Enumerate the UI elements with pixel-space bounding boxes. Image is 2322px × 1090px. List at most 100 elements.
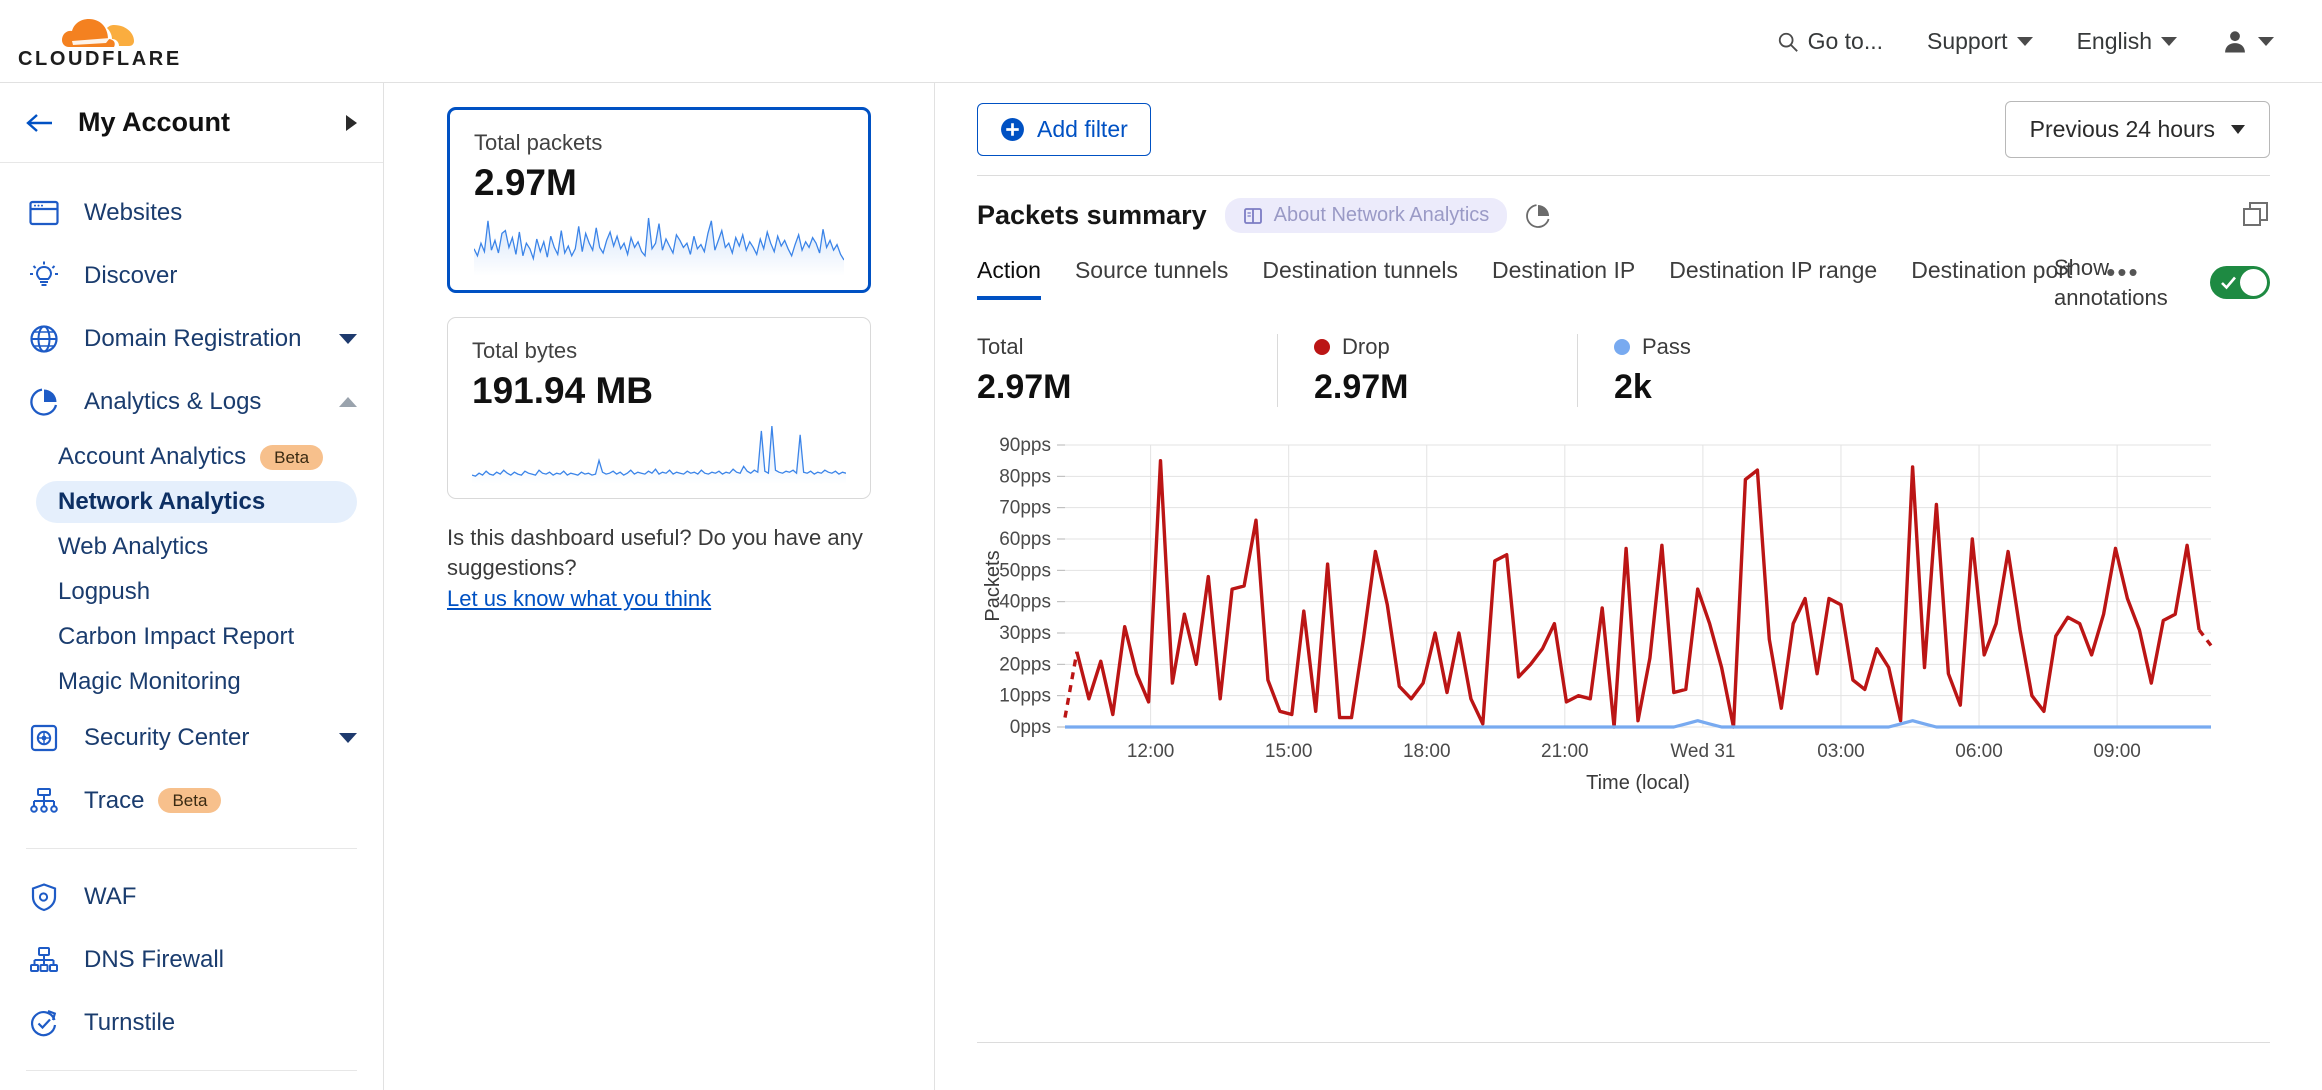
tab-action[interactable]: Action	[977, 257, 1041, 300]
add-filter-button[interactable]: Add filter	[977, 102, 1151, 156]
pie-chart-icon	[26, 384, 62, 420]
sidebar-item-analytics-logs[interactable]: Analytics & Logs	[0, 370, 383, 433]
sidebar-item-label: Analytics & Logs	[84, 387, 262, 415]
total-packets-sparkline	[474, 214, 844, 276]
stat-total-value: 2.97M	[977, 368, 1072, 406]
stat-pass-label: Pass	[1642, 334, 1691, 359]
tabs-more-button[interactable]: •••	[2106, 257, 2140, 287]
tab-destination-tunnels[interactable]: Destination tunnels	[1262, 257, 1458, 283]
sidebar-divider	[26, 848, 357, 849]
metric-card-total-bytes[interactable]: Total bytes 191.94 MB	[447, 317, 871, 499]
svg-text:0pps: 0pps	[1010, 717, 1051, 738]
dimension-tabs-row: Action Source tunnels Destination tunnel…	[977, 255, 2270, 310]
sidebar-item-dns-firewall[interactable]: DNS Firewall	[0, 928, 383, 991]
dns-firewall-icon	[26, 942, 62, 978]
svg-text:Wed 31: Wed 31	[1670, 741, 1735, 762]
sidebar-subitem-label: Magic Monitoring	[58, 668, 241, 695]
chevron-up-icon	[339, 396, 357, 407]
sidebar-item-magic-monitoring[interactable]: Magic Monitoring	[36, 661, 357, 703]
security-center-icon	[26, 720, 62, 756]
panel-header: Packets summary About Network Analytics	[977, 176, 2270, 233]
trace-icon	[26, 783, 62, 819]
cloudflare-logo-mark: CLOUDFLARE	[18, 19, 179, 70]
chevron-down-icon	[2016, 37, 2033, 46]
dimension-tabs: Action Source tunnels Destination tunnel…	[977, 257, 2140, 300]
svg-text:18:00: 18:00	[1403, 741, 1451, 762]
chevron-down-icon	[339, 333, 357, 344]
sidebar-item-label: Trace	[84, 786, 145, 814]
about-badge-label: About Network Analytics	[1273, 204, 1490, 226]
stat-pass: Pass 2k	[1577, 334, 1877, 407]
feedback-block: Is this dashboard useful? Do you have an…	[447, 523, 871, 612]
pie-chart-icon[interactable]	[1525, 203, 1551, 229]
add-filter-label: Add filter	[1037, 115, 1128, 142]
stat-label: Pass	[1614, 334, 1831, 360]
svg-text:12:00: 12:00	[1127, 741, 1175, 762]
show-annotations-toggle[interactable]	[2210, 266, 2270, 300]
sidebar-item-logpush[interactable]: Logpush	[36, 571, 357, 613]
sidebar-item-carbon-impact-report[interactable]: Carbon Impact Report	[36, 616, 357, 658]
header-goto-search[interactable]: Go to...	[1755, 28, 1905, 55]
sidebar-item-turnstile[interactable]: Turnstile	[0, 991, 383, 1054]
tab-destination-port[interactable]: Destination port	[1911, 257, 2073, 283]
svg-text:90pps: 90pps	[999, 437, 1051, 456]
about-network-analytics-badge[interactable]: About Network Analytics	[1224, 198, 1508, 233]
duplicate-panel-icon[interactable]	[2242, 200, 2270, 228]
chevron-down-icon	[2231, 124, 2245, 134]
packets-summary-panel: Packets summary About Network Analytics	[977, 175, 2270, 1043]
page-title: Packets summary	[977, 200, 1207, 230]
sidebar-item-label: WAF	[84, 882, 137, 910]
metric-card-value: 2.97M	[474, 162, 577, 203]
metric-card-total-packets[interactable]: Total packets 2.97M	[447, 107, 871, 293]
globe-icon	[26, 321, 62, 357]
sidebar: My Account Websites	[0, 83, 384, 1090]
sidebar-item-label: Security Center	[84, 723, 250, 751]
packets-timeseries-chart[interactable]: 0pps 10pps 20pps 30pps 40pps 50pps 60pps 70pps 8…	[977, 437, 2270, 797]
stat-label: Total	[977, 334, 1231, 360]
check-icon	[2221, 276, 2236, 290]
account-switcher[interactable]: My Account	[0, 83, 383, 163]
stat-drop: Drop 2.97M	[1277, 334, 1577, 407]
user-icon	[2225, 30, 2245, 52]
feedback-question: Is this dashboard useful? Do you have an…	[447, 525, 863, 580]
sidebar-item-trace[interactable]: Trace Beta	[0, 769, 383, 832]
stat-label: Drop	[1314, 334, 1531, 360]
sidebar-item-network-analytics[interactable]: Network Analytics	[36, 481, 357, 523]
cloudflare-logo[interactable]: CLOUDFLARE	[18, 12, 208, 70]
turnstile-icon	[26, 1005, 62, 1041]
sidebar-item-domain-registration[interactable]: Domain Registration	[0, 307, 383, 370]
tab-destination-ip[interactable]: Destination IP	[1492, 257, 1636, 283]
top-header: CLOUDFLARE Go to... Support English	[0, 0, 2322, 83]
sidebar-item-waf[interactable]: WAF	[0, 865, 383, 928]
sidebar-subitem-label: Network Analytics	[58, 488, 266, 515]
feedback-link[interactable]: Let us know what you think	[447, 586, 712, 612]
header-support-menu[interactable]: Support	[1905, 28, 2055, 55]
svg-text:Packets: Packets	[982, 550, 1004, 621]
beta-badge: Beta	[260, 444, 324, 470]
svg-text:30pps: 30pps	[999, 623, 1051, 644]
sidebar-item-web-analytics[interactable]: Web Analytics	[36, 526, 357, 568]
header-support-label: Support	[1927, 28, 2008, 54]
book-icon	[1243, 207, 1262, 224]
time-range-selector[interactable]: Previous 24 hours	[2004, 100, 2270, 158]
tab-source-tunnels[interactable]: Source tunnels	[1074, 257, 1229, 283]
lightbulb-icon	[26, 258, 62, 294]
metric-card-title: Total packets	[474, 130, 603, 155]
sidebar-item-account-analytics[interactable]: Account Analytics Beta	[36, 436, 357, 478]
sidebar-subitem-label: Account Analytics	[58, 443, 247, 470]
sidebar-item-websites[interactable]: Websites	[0, 181, 383, 244]
account-name: My Account	[78, 107, 231, 137]
sidebar-item-discover[interactable]: Discover	[0, 244, 383, 307]
svg-text:40pps: 40pps	[999, 592, 1051, 613]
beta-badge: Beta	[158, 788, 222, 813]
svg-text:Time (local): Time (local)	[1586, 772, 1690, 794]
header-language-menu[interactable]: English	[2055, 28, 2199, 55]
panel-bottom-divider	[977, 1042, 2270, 1043]
svg-text:50pps: 50pps	[999, 560, 1051, 581]
sidebar-subitem-label: Carbon Impact Report	[58, 623, 295, 650]
toggle-knob	[2240, 269, 2267, 297]
tab-destination-ip-range[interactable]: Destination IP range	[1669, 257, 1878, 283]
metric-cards-column: Total packets 2.97M Total bytes 191.94 M…	[384, 83, 935, 1090]
header-user-menu[interactable]	[2199, 28, 2296, 56]
sidebar-item-security-center[interactable]: Security Center	[0, 706, 383, 769]
